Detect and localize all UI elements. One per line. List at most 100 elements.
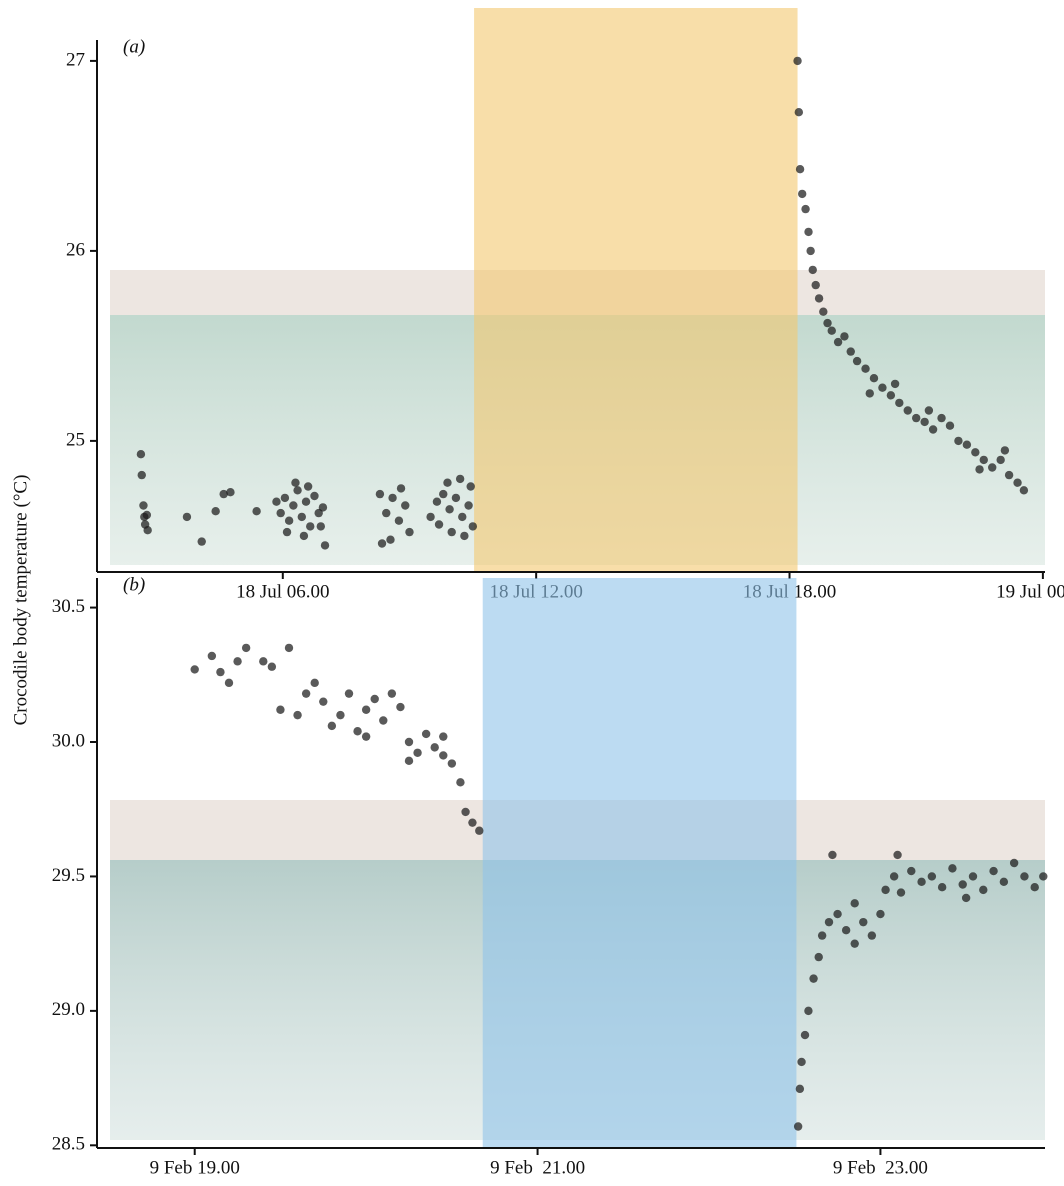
data-point — [439, 732, 448, 741]
data-point — [190, 665, 199, 674]
data-point — [948, 864, 957, 873]
data-point — [447, 527, 456, 537]
y-tick-label: 26 — [66, 239, 85, 260]
data-point — [361, 705, 371, 714]
data-point — [319, 697, 328, 706]
data-point — [394, 516, 404, 525]
data-point — [430, 743, 439, 752]
data-point — [823, 318, 832, 328]
data-point — [361, 732, 371, 741]
y-tick-label: 30.0 — [52, 730, 85, 751]
data-point — [1009, 858, 1019, 868]
data-point — [226, 488, 235, 497]
data-point — [301, 497, 311, 506]
data-point — [375, 489, 385, 499]
data-point — [320, 541, 330, 550]
data-point — [937, 413, 946, 423]
x-tick-label: 9 Feb 23.00 — [833, 1157, 928, 1178]
x-tick-label: 18 Jul 06.00 — [236, 581, 329, 602]
data-point — [216, 667, 225, 677]
data-point — [252, 507, 261, 516]
data-point — [413, 748, 422, 757]
data-point — [310, 678, 319, 688]
data-point — [861, 364, 870, 373]
highlight-band — [482, 578, 797, 1148]
data-point — [867, 931, 877, 940]
data-point — [267, 662, 277, 671]
data-point — [797, 1057, 806, 1067]
data-point — [903, 406, 912, 415]
data-point — [999, 877, 1009, 887]
data-point — [828, 850, 837, 860]
data-point — [793, 56, 802, 66]
data-point — [996, 455, 1005, 465]
data-point — [370, 694, 379, 704]
data-point — [1030, 882, 1039, 892]
data-point — [233, 657, 242, 666]
data-point — [962, 440, 972, 449]
data-point — [979, 885, 988, 895]
y-tick-label: 27 — [66, 49, 85, 70]
data-point — [276, 705, 285, 714]
data-point — [927, 872, 937, 881]
data-point — [917, 877, 926, 887]
data-point — [301, 689, 311, 698]
data-point — [968, 872, 978, 881]
data-point — [475, 826, 484, 835]
data-point — [1013, 478, 1022, 487]
data-point — [241, 643, 251, 653]
data-point — [396, 484, 406, 493]
data-point — [396, 702, 405, 712]
data-point — [306, 522, 315, 531]
data-point — [1004, 470, 1014, 480]
data-point — [443, 478, 452, 487]
x-tick-label: 9 Feb 21.00 — [490, 1157, 585, 1178]
data-point — [850, 899, 859, 908]
data-point — [455, 474, 465, 484]
data-point — [912, 413, 921, 423]
data-point — [920, 417, 929, 427]
data-point — [219, 489, 228, 499]
data-point — [447, 759, 457, 768]
data-point — [881, 885, 890, 895]
data-point — [284, 516, 294, 525]
data-point — [824, 917, 834, 927]
data-point — [336, 710, 345, 720]
data-point — [299, 531, 309, 541]
data-point — [404, 737, 414, 747]
data-point — [460, 531, 469, 541]
y-tick-label: 30.5 — [52, 596, 85, 617]
data-point — [289, 501, 298, 510]
data-point — [468, 818, 477, 827]
data-point — [954, 436, 963, 446]
data-point — [379, 716, 388, 725]
data-point — [804, 227, 813, 237]
data-point — [137, 470, 146, 480]
data-point — [988, 463, 997, 472]
data-point — [284, 643, 294, 653]
data-point — [272, 497, 281, 506]
data-point — [928, 425, 938, 434]
data-point — [211, 507, 220, 516]
data-point — [303, 482, 313, 491]
data-point — [817, 931, 827, 940]
data-point — [850, 939, 859, 948]
data-point — [421, 729, 431, 739]
data-point — [811, 280, 820, 290]
y-tick-label: 29.0 — [52, 999, 85, 1020]
data-point — [1020, 872, 1029, 881]
data-point — [327, 721, 337, 731]
data-point — [961, 893, 971, 903]
data-point — [869, 374, 879, 383]
y-tick-label: 29.5 — [52, 865, 85, 886]
data-point — [945, 421, 955, 430]
x-tick-label: 19 Jul 00.00 — [996, 581, 1064, 602]
data-point — [795, 165, 805, 174]
data-point — [310, 491, 319, 501]
data-point — [426, 512, 435, 522]
data-point — [841, 926, 851, 935]
data-point — [804, 1006, 813, 1016]
data-point — [259, 657, 268, 666]
data-point — [143, 526, 152, 535]
